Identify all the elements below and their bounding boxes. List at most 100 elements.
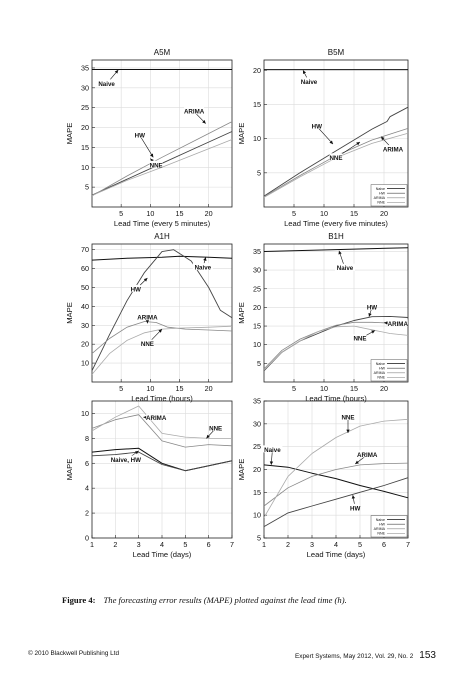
annotation-hw: HW <box>135 132 145 139</box>
annotation-arima: ARIMA <box>184 109 205 116</box>
annotation-arrow <box>316 126 334 145</box>
y-tick-label: 25 <box>253 442 261 451</box>
x-tick-label: 3 <box>137 540 141 549</box>
y-tick-label: 25 <box>81 103 89 112</box>
series-line-hw <box>91 249 233 371</box>
chart-title: B5M <box>328 48 345 57</box>
annotation-bg <box>262 445 283 453</box>
series-line-nne <box>91 405 232 439</box>
annotation-arrowhead <box>384 321 388 325</box>
chart-title: A1H <box>154 232 170 241</box>
x-axis-label: Lead Time (hours) <box>131 394 193 403</box>
y-tick-label: 20 <box>253 465 261 474</box>
annotation-bg <box>137 313 158 321</box>
annotation-arrowhead <box>346 429 350 433</box>
annotation-arrowhead <box>381 136 385 141</box>
annotation-arrowhead <box>329 140 333 145</box>
annotation-bg <box>353 334 367 342</box>
y-axis-label: MAPE <box>237 459 246 481</box>
y-tick-label: 35 <box>81 63 89 72</box>
x-axis-label: Lead Time (hours) <box>305 394 367 403</box>
caption-label: Figure 4: <box>62 595 96 605</box>
x-axis-label: Lead Time (days) <box>307 550 366 559</box>
y-tick-label: 10 <box>253 134 261 143</box>
legend-label-naive: Naive <box>376 518 385 522</box>
y-tick-label: 15 <box>81 143 89 152</box>
series-line-naive <box>263 464 409 499</box>
y-axis-label: MAPE <box>65 302 74 324</box>
annotation-bg <box>135 130 145 138</box>
annotation-bg <box>335 263 355 271</box>
x-tick-label: 4 <box>160 540 164 549</box>
x-tick-label: 20 <box>205 384 213 393</box>
annotation-bg <box>350 503 360 511</box>
y-tick-label: 20 <box>253 303 261 312</box>
legend-label-hw: HW <box>379 523 386 527</box>
chart-title: B1H <box>328 232 344 241</box>
x-tick-label: 2 <box>113 540 117 549</box>
annotation-bg <box>209 423 223 431</box>
y-tick-label: 10 <box>253 511 261 520</box>
annotation-bg <box>357 450 378 458</box>
legend-label-hw: HW <box>379 192 386 196</box>
y-tick-label: 70 <box>81 245 89 254</box>
legend-box <box>370 515 408 538</box>
chart-2: 5 10 15 20 5 10 15 20 B5M Lead Time (every five m… <box>237 48 409 228</box>
x-axis-label: Lead Time (days) <box>133 550 192 559</box>
y-tick-label: 5 <box>85 183 89 192</box>
y-axis-label: MAPE <box>65 123 74 145</box>
x-tick-label: 15 <box>350 384 358 393</box>
y-tick-label: 20 <box>81 340 89 349</box>
annotation-bg <box>341 412 355 420</box>
chart-1: 5 10 15 20 5 10 15 20 25 30 35 A5M Lead Time (every … <box>65 48 233 228</box>
x-tick-label: 20 <box>205 209 213 218</box>
y-tick-label: 5 <box>257 534 261 543</box>
x-tick-label: 10 <box>146 384 154 393</box>
x-tick-label: 20 <box>380 209 388 218</box>
x-tick-label: 5 <box>119 209 123 218</box>
annotation-arrowhead <box>150 153 154 158</box>
annotation-arrowhead <box>202 119 206 124</box>
annotation-hw: HW <box>350 505 360 512</box>
annotation-naive: Naive <box>264 447 281 454</box>
annotation-bg <box>108 455 144 463</box>
y-tick-label: 30 <box>253 419 261 428</box>
page-number: 153 <box>419 650 436 661</box>
annotation-nne: NNE <box>209 425 222 432</box>
series-line-arima <box>91 121 233 197</box>
figure-caption: Figure 4: The forecasting error results (… <box>62 595 462 605</box>
series-line-arima <box>263 462 409 507</box>
series-line-arima <box>91 321 233 354</box>
annotation-arrowhead <box>158 329 162 333</box>
annotation-arrowhead <box>114 69 119 74</box>
annotation-hw: HW <box>367 304 377 311</box>
journal-citation: Expert Systems, May 2012, Vol. 29, No. 2 <box>295 653 414 660</box>
x-tick-label: 15 <box>176 209 184 218</box>
series-line-hw <box>263 106 409 197</box>
annotation-arrowhead <box>303 70 307 75</box>
annotation-arrowhead <box>351 495 356 499</box>
annotation-arrowhead <box>203 257 207 261</box>
y-tick-label: 60 <box>81 264 89 273</box>
y-tick-label: 10 <box>81 359 89 368</box>
y-tick-label: 15 <box>253 100 261 109</box>
chart-6: 1 2 3 4 5 6 7 5 10 15 20 25 30 35 Lead Time (days) MAPE… <box>237 397 410 560</box>
annotation-arima: ARIMA <box>146 415 167 422</box>
annotation-arrow <box>139 135 154 158</box>
y-tick-label: 30 <box>81 321 89 330</box>
legend-label-nne: NNE <box>377 532 385 536</box>
y-tick-label: 5 <box>257 168 261 177</box>
chart-5: 1 2 3 4 5 6 7 0 2 4 6 8 10 Lead Time (days) MAPE ARIMA N… <box>65 400 234 559</box>
x-tick-label: 5 <box>183 540 187 549</box>
annotation-hw: HW <box>312 123 322 130</box>
series-line-nne <box>263 325 409 371</box>
legend-label-nne: NNE <box>377 201 385 205</box>
x-tick-label: 5 <box>358 540 362 549</box>
y-tick-label: 25 <box>253 284 261 293</box>
x-tick-label: 10 <box>320 384 328 393</box>
annotation-bg <box>184 107 205 115</box>
annotation-bg <box>141 339 154 347</box>
annotation-naive-hw: Naive, HW <box>111 457 141 464</box>
y-tick-label: 50 <box>81 283 89 292</box>
